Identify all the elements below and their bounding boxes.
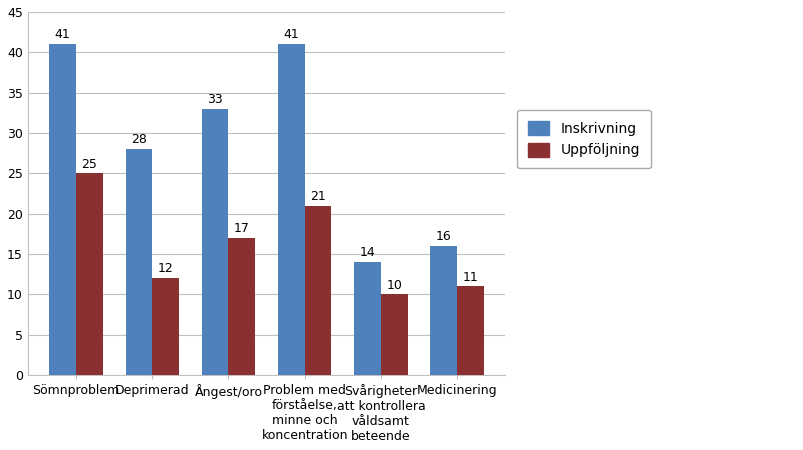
Bar (49, 44, 76, 375)
Text: 17: 17 (234, 222, 250, 235)
Text: 10: 10 (385, 279, 402, 292)
Text: 21: 21 (310, 190, 325, 203)
Bar (228, 238, 255, 375)
Bar (202, 109, 228, 375)
Legend: Inskrivning, Uppföljning: Inskrivning, Uppföljning (516, 110, 650, 168)
Text: 28: 28 (131, 133, 147, 146)
Bar (457, 286, 483, 375)
Text: 25: 25 (81, 158, 97, 171)
Text: 16: 16 (435, 230, 451, 243)
Text: 11: 11 (462, 270, 478, 284)
Bar (381, 294, 407, 375)
Bar (304, 206, 331, 375)
Text: 14: 14 (359, 246, 375, 259)
Bar (430, 246, 457, 375)
Bar (76, 173, 103, 375)
Bar (152, 278, 179, 375)
Text: 12: 12 (157, 262, 173, 275)
Bar (125, 149, 152, 375)
Text: 41: 41 (283, 28, 299, 41)
Bar (278, 44, 304, 375)
Text: 33: 33 (207, 93, 222, 106)
Text: 41: 41 (55, 28, 71, 41)
Bar (354, 262, 381, 375)
